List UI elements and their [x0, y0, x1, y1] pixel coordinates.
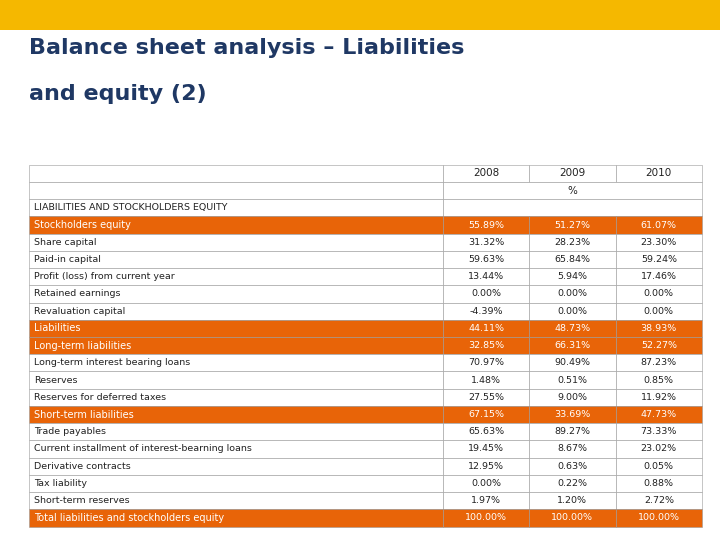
Text: 0.00%: 0.00% [644, 307, 674, 316]
Text: Derivative contracts: Derivative contracts [34, 462, 130, 471]
Text: 2008: 2008 [473, 168, 499, 178]
Text: 0.85%: 0.85% [644, 375, 674, 384]
Text: LIABILITIES AND STOCKHOLDERS EQUITY: LIABILITIES AND STOCKHOLDERS EQUITY [34, 203, 228, 212]
Text: Tax liability: Tax liability [34, 479, 87, 488]
Text: Share capital: Share capital [34, 238, 96, 247]
Text: 32.85%: 32.85% [468, 341, 504, 350]
Text: Stockholders equity: Stockholders equity [34, 220, 131, 230]
Text: 70.97%: 70.97% [468, 359, 504, 367]
Text: 59.63%: 59.63% [468, 255, 504, 264]
Text: 55.89%: 55.89% [468, 220, 504, 230]
Text: 51.27%: 51.27% [554, 220, 590, 230]
Text: 27.55%: 27.55% [468, 393, 504, 402]
Text: 100.00%: 100.00% [638, 514, 680, 522]
Text: and equity (2): and equity (2) [29, 84, 207, 104]
Text: 0.00%: 0.00% [471, 289, 501, 299]
Text: 19.45%: 19.45% [468, 444, 504, 454]
Text: 17.46%: 17.46% [641, 272, 677, 281]
Text: Reserves for deferred taxes: Reserves for deferred taxes [34, 393, 166, 402]
Text: 23.30%: 23.30% [641, 238, 677, 247]
Text: 2.72%: 2.72% [644, 496, 674, 505]
Text: 0.63%: 0.63% [557, 462, 588, 471]
Text: 2010: 2010 [646, 168, 672, 178]
Text: 66.31%: 66.31% [554, 341, 590, 350]
Text: Short-term reserves: Short-term reserves [34, 496, 130, 505]
Text: 65.84%: 65.84% [554, 255, 590, 264]
Text: Reserves: Reserves [34, 375, 77, 384]
Text: Retained earnings: Retained earnings [34, 289, 120, 299]
Text: -4.39%: -4.39% [469, 307, 503, 316]
Text: 0.88%: 0.88% [644, 479, 674, 488]
Text: Long-term liabilities: Long-term liabilities [34, 341, 131, 350]
Text: 13.44%: 13.44% [468, 272, 504, 281]
Text: 90.49%: 90.49% [554, 359, 590, 367]
Text: Paid-in capital: Paid-in capital [34, 255, 101, 264]
Text: Liabilities: Liabilities [34, 323, 81, 333]
Text: 0.51%: 0.51% [557, 375, 588, 384]
Text: 89.27%: 89.27% [554, 427, 590, 436]
Text: 52.27%: 52.27% [641, 341, 677, 350]
Text: 0.00%: 0.00% [557, 289, 588, 299]
Text: 0.00%: 0.00% [471, 479, 501, 488]
Text: 59.24%: 59.24% [641, 255, 677, 264]
Text: %: % [567, 186, 577, 195]
Text: Long-term interest bearing loans: Long-term interest bearing loans [34, 359, 190, 367]
Text: 8.67%: 8.67% [557, 444, 588, 454]
Text: Total liabilities and stockholders equity: Total liabilities and stockholders equit… [34, 513, 224, 523]
Text: Trade payables: Trade payables [34, 427, 106, 436]
Text: 0.22%: 0.22% [557, 479, 588, 488]
Text: 67.15%: 67.15% [468, 410, 504, 419]
Text: 11.92%: 11.92% [641, 393, 677, 402]
Text: 12.95%: 12.95% [468, 462, 504, 471]
Text: 47.73%: 47.73% [641, 410, 677, 419]
Text: 73.33%: 73.33% [641, 427, 677, 436]
Text: Current installment of interest-bearning loans: Current installment of interest-bearning… [34, 444, 252, 454]
Text: 1.48%: 1.48% [471, 375, 501, 384]
Text: 1.20%: 1.20% [557, 496, 588, 505]
Text: 31.32%: 31.32% [468, 238, 504, 247]
Text: 100.00%: 100.00% [552, 514, 593, 522]
Text: 48.73%: 48.73% [554, 324, 590, 333]
Text: 100.00%: 100.00% [465, 514, 507, 522]
Text: 44.11%: 44.11% [468, 324, 504, 333]
Text: 2009: 2009 [559, 168, 585, 178]
Text: Revaluation capital: Revaluation capital [34, 307, 125, 316]
Text: 1.97%: 1.97% [471, 496, 501, 505]
Text: 5.94%: 5.94% [557, 272, 588, 281]
Text: 0.05%: 0.05% [644, 462, 674, 471]
Text: 65.63%: 65.63% [468, 427, 504, 436]
Text: Profit (loss) from current year: Profit (loss) from current year [34, 272, 174, 281]
Text: 9.00%: 9.00% [557, 393, 588, 402]
Text: 28.23%: 28.23% [554, 238, 590, 247]
Text: 0.00%: 0.00% [644, 289, 674, 299]
Text: 33.69%: 33.69% [554, 410, 590, 419]
Text: 61.07%: 61.07% [641, 220, 677, 230]
Text: Short-term liabilities: Short-term liabilities [34, 409, 134, 420]
Text: Balance sheet analysis – Liabilities: Balance sheet analysis – Liabilities [29, 38, 464, 58]
Text: 0.00%: 0.00% [557, 307, 588, 316]
Text: 23.02%: 23.02% [641, 444, 677, 454]
Text: 38.93%: 38.93% [641, 324, 677, 333]
Text: 87.23%: 87.23% [641, 359, 677, 367]
